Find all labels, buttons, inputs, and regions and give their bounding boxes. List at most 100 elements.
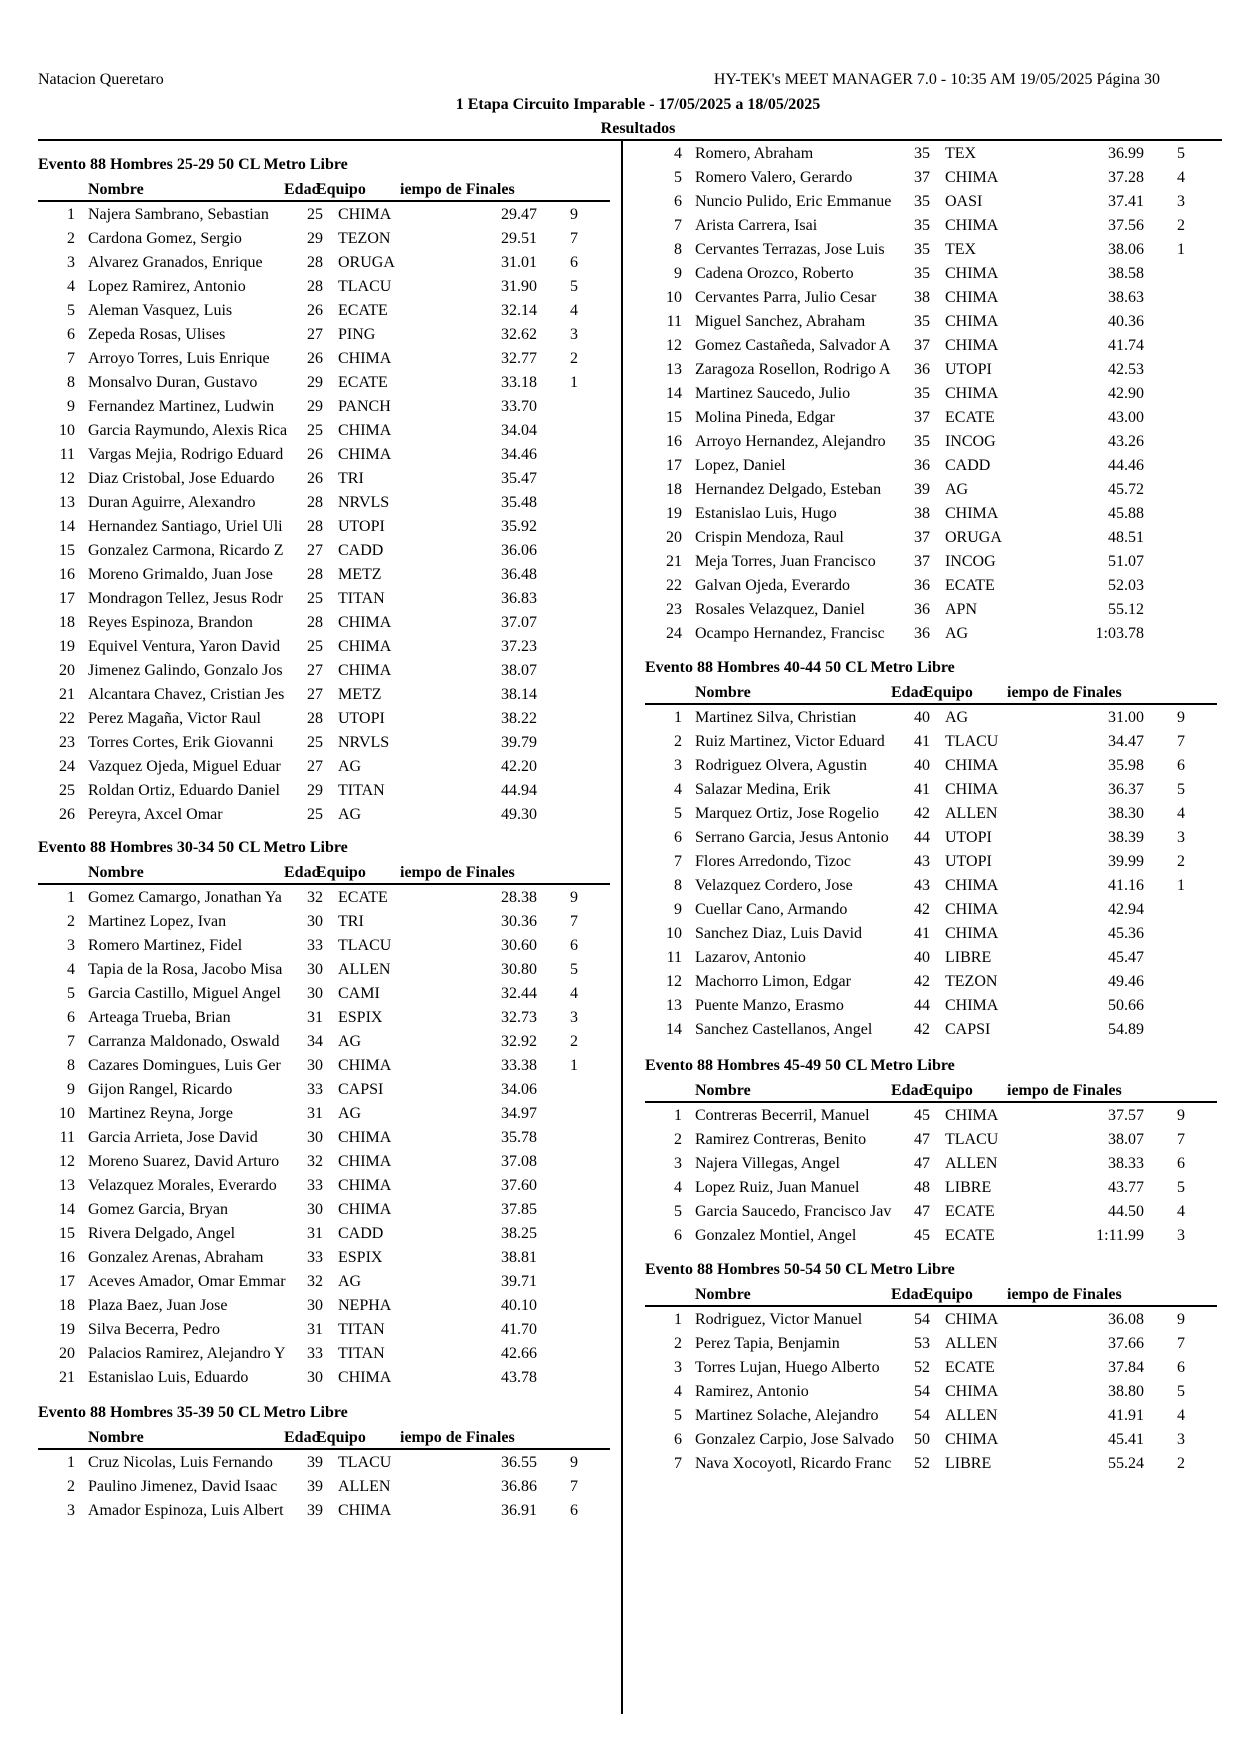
- place: 21: [59, 1369, 75, 1386]
- age: 35: [914, 385, 930, 402]
- team: TLACU: [945, 1131, 999, 1148]
- team: AG: [338, 806, 362, 823]
- age: 42: [914, 973, 930, 990]
- place: 1: [674, 1311, 682, 1328]
- place: 7: [674, 217, 682, 234]
- final-time: 37.66: [1108, 1335, 1144, 1352]
- place: 19: [666, 505, 682, 522]
- points: 2: [570, 1033, 578, 1050]
- team: CHIMA: [945, 337, 999, 354]
- age: 26: [307, 350, 323, 367]
- swimmer-name: Cazares Domingues, Luis Ger: [88, 1057, 281, 1074]
- place: 7: [67, 1033, 75, 1050]
- swimmer-name: Duran Aguirre, Alexandro: [88, 494, 256, 511]
- column-header: Nombre: [695, 1082, 751, 1099]
- team: ALLEN: [945, 805, 998, 822]
- place: 4: [67, 961, 75, 978]
- swimmer-name: Gonzalez Montiel, Angel: [695, 1227, 857, 1244]
- swimmer-name: Estanislao Luis, Hugo: [695, 505, 837, 522]
- team: ECATE: [338, 302, 388, 319]
- final-time: 40.10: [501, 1297, 537, 1314]
- swimmer-name: Martinez Solache, Alejandro: [695, 1407, 879, 1424]
- team: CHIMA: [945, 1383, 999, 1400]
- final-time: 43.77: [1108, 1179, 1144, 1196]
- team: TLACU: [338, 278, 392, 295]
- swimmer-name: Martinez Lopez, Ivan: [88, 913, 227, 930]
- place: 3: [67, 937, 75, 954]
- swimmer-name: Galvan Ojeda, Everardo: [695, 577, 851, 594]
- swimmer-name: Arroyo Torres, Luis Enrique: [88, 350, 270, 367]
- age: 28: [307, 278, 323, 295]
- final-time: 36.08: [1108, 1311, 1144, 1328]
- swimmer-name: Garcia Castillo, Miguel Angel: [88, 985, 281, 1002]
- place: 3: [674, 1155, 682, 1172]
- team: CHIMA: [338, 662, 392, 679]
- column-header: Equipo: [923, 1286, 973, 1303]
- final-time: 33.70: [501, 398, 537, 415]
- swimmer-name: Cadena Orozco, Roberto: [695, 265, 854, 282]
- final-time: 44.50: [1108, 1203, 1144, 1220]
- place: 18: [666, 481, 682, 498]
- header-rule: [38, 139, 1222, 141]
- swimmer-name: Crispin Mendoza, Raul: [695, 529, 844, 546]
- final-time: 29.51: [501, 230, 537, 247]
- team: TRI: [338, 913, 364, 930]
- team: CHIMA: [338, 638, 392, 655]
- team: ORUGA: [338, 254, 395, 271]
- age: 30: [307, 1297, 323, 1314]
- final-time: 35.47: [501, 470, 537, 487]
- place: 2: [674, 733, 682, 750]
- team: UTOPI: [945, 829, 992, 846]
- points: 3: [1177, 193, 1185, 210]
- final-time: 43.26: [1108, 433, 1144, 450]
- swimmer-name: Lopez, Daniel: [695, 457, 786, 474]
- team: ALLEN: [945, 1335, 998, 1352]
- column-header: Nombre: [88, 181, 144, 198]
- swimmer-name: Zaragoza Rosellon, Rodrigo A: [695, 361, 891, 378]
- team: TLACU: [945, 733, 999, 750]
- team: LIBRE: [945, 949, 992, 966]
- swimmer-name: Pereyra, Axcel Omar: [88, 806, 223, 823]
- age: 27: [307, 686, 323, 703]
- team: CHIMA: [945, 169, 999, 186]
- column-header: iempo de Finales: [400, 181, 515, 198]
- final-time: 38.22: [501, 710, 537, 727]
- place: 10: [666, 289, 682, 306]
- header-underline: [645, 1101, 1217, 1103]
- age: 28: [307, 614, 323, 631]
- team: CHIMA: [945, 781, 999, 798]
- final-time: 37.85: [501, 1201, 537, 1218]
- final-time: 37.07: [501, 614, 537, 631]
- team: CHIMA: [338, 1057, 392, 1074]
- swimmer-name: Lazarov, Antonio: [695, 949, 806, 966]
- place: 6: [674, 1431, 682, 1448]
- swimmer-name: Rodriguez Olvera, Agustin: [695, 757, 867, 774]
- swimmer-name: Monsalvo Duran, Gustavo: [88, 374, 258, 391]
- team: INCOG: [945, 433, 996, 450]
- column-header: iempo de Finales: [1007, 1286, 1122, 1303]
- swimmer-name: Sanchez Castellanos, Angel: [695, 1021, 873, 1038]
- swimmer-name: Salazar Medina, Erik: [695, 781, 831, 798]
- swimmer-name: Molina Pineda, Edgar: [695, 409, 835, 426]
- header-underline: [38, 200, 610, 202]
- results-label: Resultados: [600, 120, 676, 137]
- final-time: 32.92: [501, 1033, 537, 1050]
- team: CAMI: [338, 985, 380, 1002]
- place: 22: [59, 710, 75, 727]
- swimmer-name: Najera Sambrano, Sebastian: [88, 206, 269, 223]
- team: AG: [945, 709, 969, 726]
- final-time: 42.90: [1108, 385, 1144, 402]
- final-time: 37.41: [1108, 193, 1144, 210]
- place: 9: [67, 1081, 75, 1098]
- age: 35: [914, 241, 930, 258]
- swimmer-name: Torres Cortes, Erik Giovanni: [88, 734, 274, 751]
- place: 24: [666, 625, 682, 642]
- swimmer-name: Romero Martinez, Fidel: [88, 937, 243, 954]
- final-time: 38.63: [1108, 289, 1144, 306]
- swimmer-name: Gonzalez Carpio, Jose Salvado: [695, 1431, 895, 1448]
- age: 29: [307, 398, 323, 415]
- place: 1: [67, 889, 75, 906]
- age: 50: [914, 1431, 930, 1448]
- team: AG: [945, 625, 969, 642]
- final-time: 43.00: [1108, 409, 1144, 426]
